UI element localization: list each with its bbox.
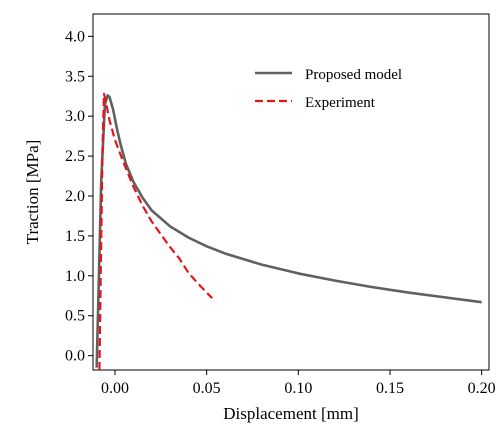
series-layer — [95, 92, 482, 371]
series-line-proposed-model — [95, 94, 482, 368]
legend: Proposed model Experiment — [255, 67, 402, 111]
legend-label-experiment: Experiment — [305, 95, 376, 111]
series-line-experiment — [98, 92, 213, 371]
y-tick-label: 3.0 — [65, 108, 85, 125]
x-ticks: 0.00 0.05 0.10 0.15 0.20 — [101, 370, 496, 397]
y-tick-label: 1.5 — [65, 228, 85, 245]
y-tick-label: 2.0 — [65, 188, 85, 205]
y-tick-label: 4.0 — [65, 28, 85, 45]
x-tick-label: 0.10 — [284, 380, 312, 397]
plot-frame — [92, 13, 490, 371]
y-ticks: 0.0 0.5 1.0 1.5 2.0 2.5 3.0 3.5 4.0 — [65, 28, 93, 365]
y-axis-title: Traction [MPa] — [23, 140, 42, 245]
y-tick-label: 0.5 — [65, 308, 85, 325]
x-axis-title: Displacement [mm] — [223, 404, 359, 423]
x-tick-label: 0.15 — [376, 380, 404, 397]
y-tick-label: 3.5 — [65, 68, 85, 85]
x-tick-label: 0.00 — [101, 380, 129, 397]
x-tick-label: 0.05 — [193, 380, 221, 397]
y-tick-label: 2.5 — [65, 148, 85, 165]
x-tick-label: 0.20 — [468, 380, 496, 397]
legend-label-proposed-model: Proposed model — [305, 67, 402, 83]
y-tick-label: 0.0 — [65, 348, 85, 365]
y-tick-label: 1.0 — [65, 268, 85, 285]
